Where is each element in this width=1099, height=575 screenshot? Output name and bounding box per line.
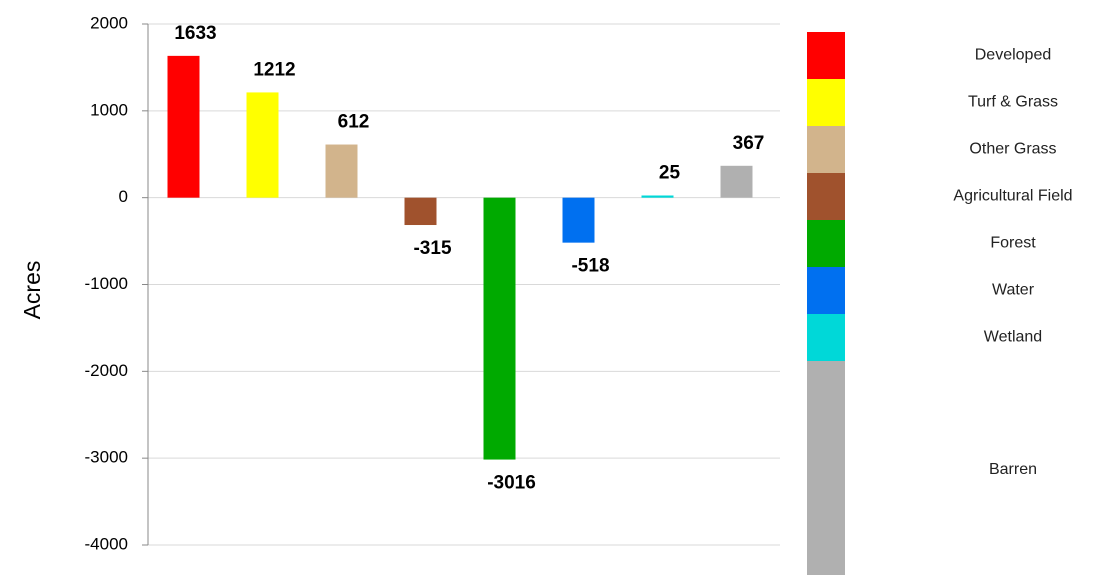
- legend-swatch: [807, 361, 845, 575]
- legend-label: Agricultural Field: [953, 188, 1072, 205]
- value-label: 1633: [174, 23, 216, 44]
- legend-label: Turf & Grass: [968, 94, 1058, 111]
- legend-swatch: [807, 79, 845, 126]
- legend-label: Wetland: [984, 329, 1042, 346]
- y-tick-label: 0: [119, 187, 128, 206]
- legend-swatch: [807, 126, 845, 173]
- bar: [404, 197, 437, 226]
- value-label: 1212: [253, 59, 295, 80]
- bar: [246, 92, 279, 198]
- legend-swatch: [807, 267, 845, 314]
- value-label: 612: [338, 112, 370, 133]
- value-label: -3016: [487, 473, 536, 494]
- legend-label: Developed: [975, 47, 1052, 64]
- y-tick-label: 2000: [90, 13, 128, 32]
- legend-swatch: [807, 32, 845, 79]
- legend-label: Barren: [989, 461, 1037, 478]
- value-label: -315: [413, 238, 451, 259]
- value-label: 25: [659, 163, 681, 184]
- legend-label: Other Grass: [969, 141, 1056, 158]
- bar: [483, 197, 516, 460]
- legend-swatch: [807, 314, 845, 361]
- bar: [325, 144, 358, 198]
- y-tick-label: -2000: [85, 361, 128, 380]
- legend-label: Forest: [990, 235, 1036, 252]
- value-label: 367: [733, 133, 765, 154]
- y-tick-label: -1000: [85, 274, 128, 293]
- bar: [720, 165, 753, 198]
- legend-swatch: [807, 220, 845, 267]
- value-label: -518: [571, 256, 609, 277]
- y-tick-label: -3000: [85, 448, 128, 467]
- y-axis-title: Acres: [19, 261, 45, 320]
- y-tick-label: -4000: [85, 534, 128, 553]
- legend-label: Water: [992, 282, 1035, 299]
- y-tick-label: 1000: [90, 100, 128, 119]
- bar: [641, 195, 674, 198]
- bar: [167, 55, 200, 198]
- bar: [562, 197, 595, 243]
- legend-swatch: [807, 173, 845, 220]
